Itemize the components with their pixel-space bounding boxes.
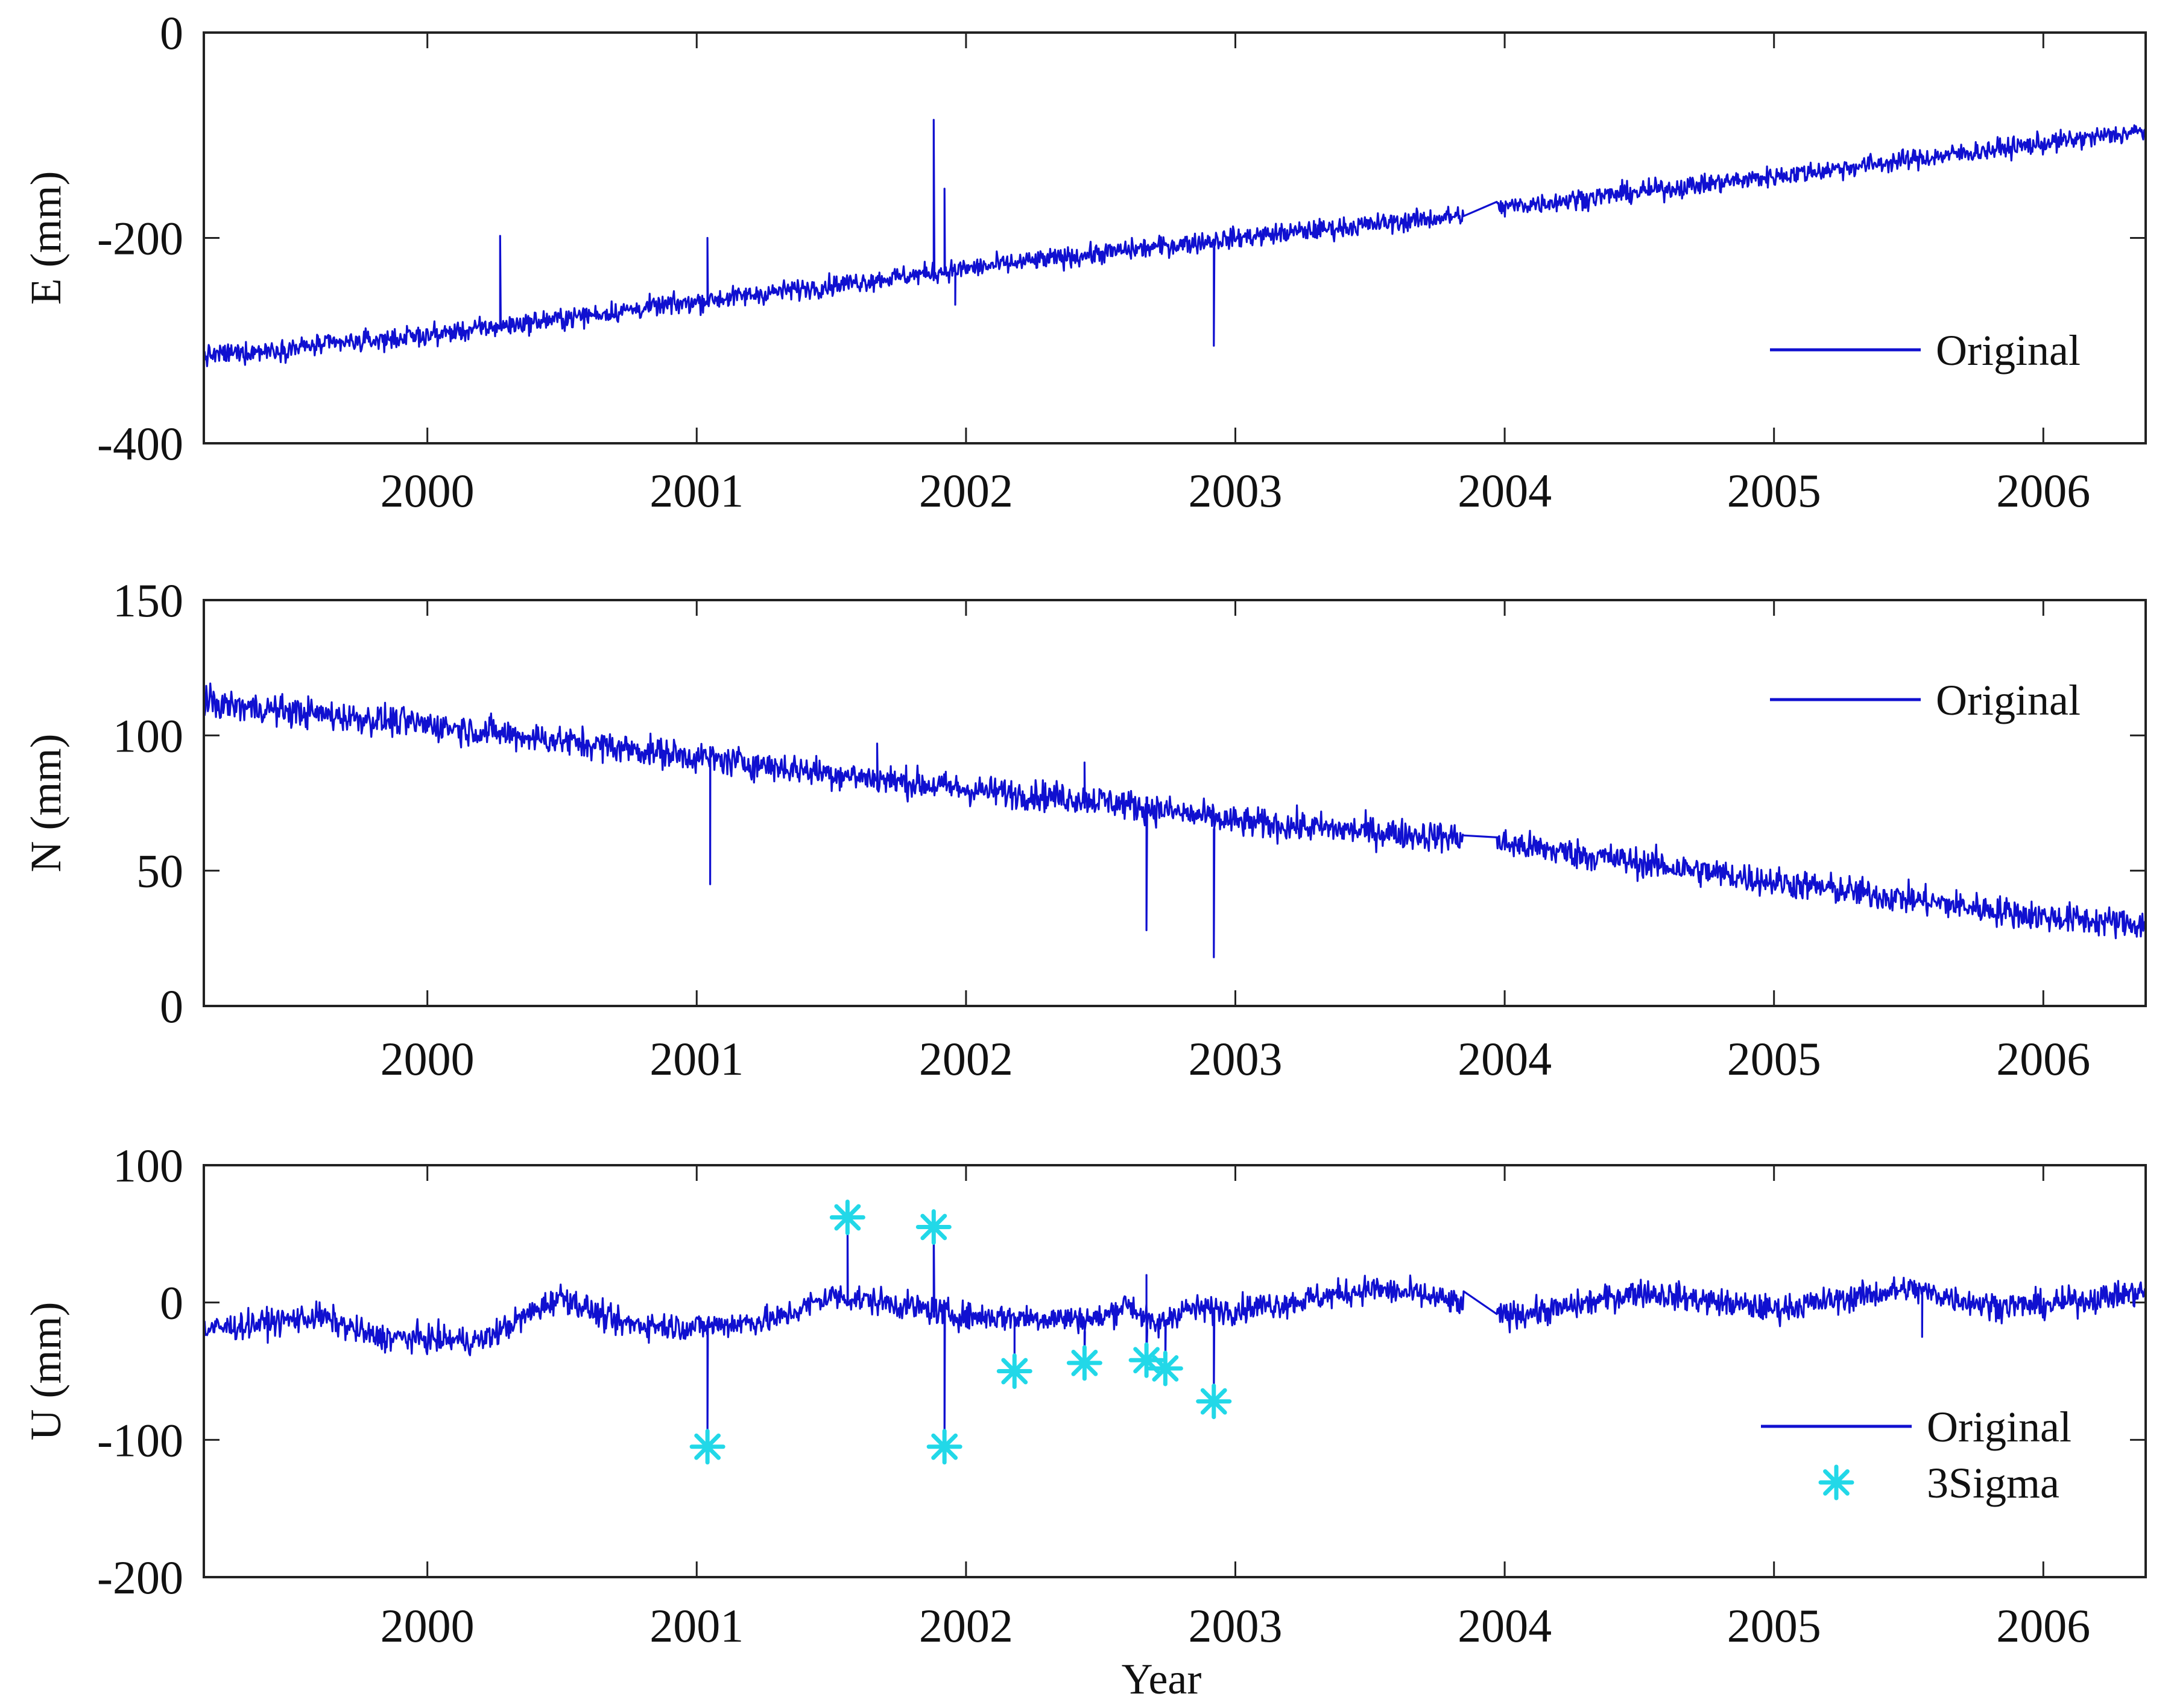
3sigma-marker	[1196, 1384, 1232, 1420]
plot-frame	[203, 599, 2147, 1007]
series-line-original	[204, 1216, 2146, 1448]
y-tick-label: -100	[97, 1414, 183, 1466]
legend-label: Original	[1936, 676, 2081, 724]
y-tick-label: 0	[160, 980, 183, 1033]
y-tick-label: 150	[113, 574, 183, 627]
x-tick-label: 2003	[1188, 1599, 1282, 1652]
3sigma-marker	[996, 1353, 1032, 1389]
plot-frame	[203, 31, 2147, 444]
x-tick-label: 2004	[1458, 1599, 1552, 1652]
y-tick-label: -200	[97, 212, 183, 265]
x-tick-label: 2005	[1727, 1033, 1821, 1085]
3sigma-marker	[1147, 1350, 1183, 1387]
3sigma-marker	[926, 1429, 962, 1465]
plot-frame	[203, 1164, 2147, 1578]
legend-label: Original	[1936, 326, 2081, 375]
x-tick-label: 2004	[1458, 464, 1552, 517]
x-tick-label: 2004	[1458, 1033, 1552, 1085]
x-tick-label: 2006	[1996, 464, 2090, 517]
3sigma-marker	[1128, 1342, 1165, 1378]
x-tick-label: 2002	[919, 464, 1013, 517]
x-tick-label: 2003	[1188, 464, 1282, 517]
y-tick-label: -200	[97, 1551, 183, 1604]
3sigma-marker	[915, 1209, 952, 1245]
panel-U: 2000 2001 2002 2003 2004 2005 2006 100 0 -100 -200…	[22, 1139, 2147, 1652]
panel-N: 2000 2001 2002 2003 2004 2005 2006 150 100 50 0 N (…	[22, 574, 2147, 1085]
x-tick-label: 2000	[381, 1033, 475, 1085]
y-tick-label: 100	[113, 1139, 183, 1192]
x-tick-label: 2005	[1727, 464, 1821, 517]
3sigma-marker	[1066, 1345, 1102, 1381]
x-tick-label: 2002	[919, 1599, 1013, 1652]
series-line-original	[204, 682, 2146, 958]
legend-label: Original	[1927, 1403, 2071, 1451]
3sigma-marker	[829, 1200, 865, 1236]
y-axis-title: U (mm)	[22, 1302, 70, 1441]
y-axis-title: E (mm)	[22, 171, 70, 305]
x-tick-label: 2006	[1996, 1033, 2090, 1085]
y-tick-label: 0	[160, 7, 183, 59]
legend: Original	[1770, 326, 2081, 375]
x-tick-label: 2006	[1996, 1599, 2090, 1652]
legend-marker-3sigma	[1818, 1464, 1854, 1501]
x-axis-title: Year	[1122, 1655, 1202, 1703]
y-tick-label: -400	[97, 417, 183, 470]
x-tick-label: 2003	[1188, 1033, 1282, 1085]
x-tick-label: 2001	[649, 1599, 744, 1652]
x-tick-label: 2001	[649, 464, 744, 517]
panel-E: 2000 2001 2002 2003 2004 2005 2006 0 -200 -400 E (…	[22, 7, 2147, 517]
series-line-original	[204, 119, 2146, 367]
x-tick-label: 2002	[919, 1033, 1013, 1085]
y-tick-label: 50	[136, 845, 183, 897]
x-tick-label: 2000	[381, 1599, 475, 1652]
legend-label: 3Sigma	[1927, 1459, 2059, 1507]
x-tick-label: 2001	[649, 1033, 744, 1085]
y-tick-label: 100	[113, 709, 183, 762]
x-tick-label: 2000	[381, 464, 475, 517]
legend: Original 3Sigma	[1761, 1403, 2071, 1507]
3sigma-marker	[689, 1429, 725, 1465]
y-axis-title: N (mm)	[22, 734, 70, 873]
x-tick-label: 2005	[1727, 1599, 1821, 1652]
y-tick-label: 0	[160, 1277, 183, 1329]
legend: Original	[1770, 676, 2081, 724]
